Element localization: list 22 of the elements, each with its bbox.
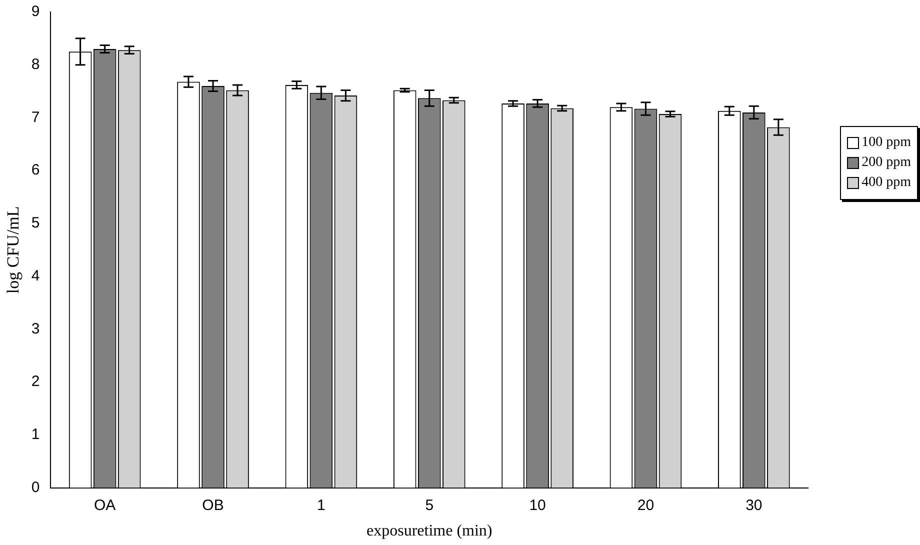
legend-label: 200 ppm <box>862 155 911 171</box>
x-tick-label: OA <box>94 496 116 514</box>
x-tick-label: 10 <box>529 496 546 514</box>
y-tick-label: 9 <box>31 3 40 20</box>
legend-label: 400 ppm <box>862 175 911 191</box>
y-tick-label: 4 <box>31 267 40 284</box>
y-tick-label: 5 <box>31 214 40 232</box>
x-tick-label: 30 <box>746 496 762 514</box>
y-tick-label: 8 <box>31 56 40 74</box>
y-tick-label: 6 <box>31 162 40 179</box>
y-tick-label: 2 <box>31 373 40 390</box>
text: 100 ppm <box>862 135 911 151</box>
x-tick-label: OB <box>202 496 224 514</box>
x-tick-label: 20 <box>637 496 654 514</box>
x-axis-title: exposuretime (min) <box>366 522 492 540</box>
y-tick-label: 1 <box>31 426 40 444</box>
y-axis-title: log CFU/mL <box>4 206 23 294</box>
y-tick-label: 3 <box>31 320 40 338</box>
x-tick-label: 1 <box>317 496 326 514</box>
y-tick-label: 0 <box>31 478 40 496</box>
x-tick-label: 5 <box>425 496 434 514</box>
y-tick-label: 7 <box>31 108 40 126</box>
